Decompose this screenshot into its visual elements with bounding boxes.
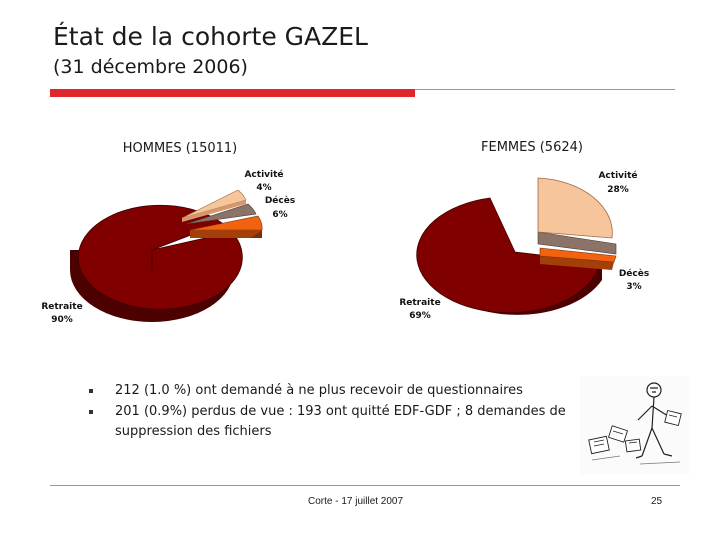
chart-hommes: HOMMES (15011) Activité 4% Décès 6% Retr… xyxy=(41,141,295,325)
bullet-square-icon xyxy=(89,389,93,393)
bullet-item: 201 (0.9%) perdus de vue : 193 ont quitt… xyxy=(85,402,575,442)
label-femmes-activite-name: Activité xyxy=(598,170,637,181)
label-femmes-deces-value: 3% xyxy=(626,282,641,292)
title-divider xyxy=(415,89,675,90)
pie-charts: HOMMES (15011) Activité 4% Décès 6% Retr… xyxy=(41,140,649,325)
slice-femmes-other xyxy=(537,231,617,255)
slide-title: État de la cohorte GAZEL xyxy=(53,22,368,51)
footer-event: Corte - 17 juillet 2007 xyxy=(308,496,404,507)
slice-hommes-deces xyxy=(189,215,263,238)
label-femmes-deces-name: Décès xyxy=(619,268,649,279)
label-hommes-retraite-value: 90% xyxy=(51,315,73,325)
bullet-text: 201 (0.9%) perdus de vue : 193 ont quitt… xyxy=(115,404,566,439)
bullet-text: 212 (1.0 %) ont demandé à ne plus recevo… xyxy=(115,383,523,398)
chart-title-femmes: FEMMES (5624) xyxy=(481,140,583,155)
chart-femmes: FEMMES (5624) Activité 28% Décès 3% Retr… xyxy=(399,140,649,321)
footer-divider xyxy=(50,485,680,486)
bullet-square-icon xyxy=(89,410,93,414)
label-hommes-retraite-name: Retraite xyxy=(41,302,82,312)
slice-femmes-deces xyxy=(539,247,617,270)
label-hommes-deces-value: 6% xyxy=(272,210,287,220)
slice-hommes-retraite xyxy=(70,204,243,322)
label-femmes-activite-value: 28% xyxy=(607,185,629,195)
label-hommes-activite-value: 4% xyxy=(256,183,271,193)
slice-hommes-other xyxy=(185,203,257,225)
slice-femmes-activite xyxy=(537,177,613,239)
slice-hommes-activite xyxy=(181,189,247,222)
slide-subtitle: (31 décembre 2006) xyxy=(53,56,248,78)
label-hommes-deces-name: Décès xyxy=(265,195,295,206)
label-femmes-retraite-value: 69% xyxy=(409,311,431,321)
clipart-man-with-papers-icon xyxy=(580,376,690,474)
label-hommes-activite-name: Activité xyxy=(244,169,283,180)
chart-title-hommes: HOMMES (15011) xyxy=(123,141,238,156)
page-number: 25 xyxy=(651,496,663,507)
bullet-list: 212 (1.0 %) ont demandé à ne plus recevo… xyxy=(85,381,575,443)
label-femmes-retraite-name: Retraite xyxy=(399,298,440,308)
bullet-item: 212 (1.0 %) ont demandé à ne plus recevo… xyxy=(85,381,575,401)
title-accent-rule xyxy=(50,89,415,97)
